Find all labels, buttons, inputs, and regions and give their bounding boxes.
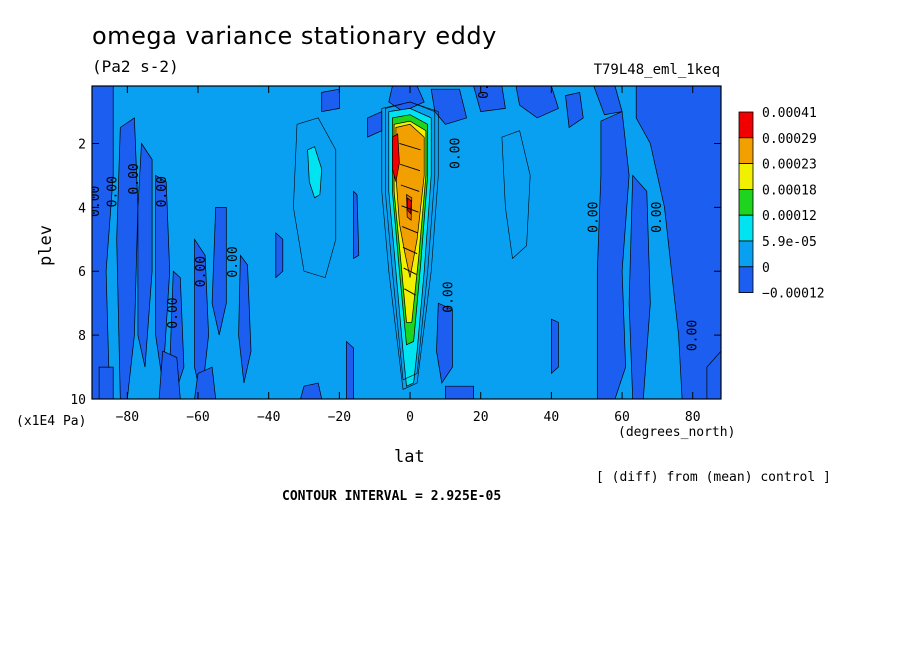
footer-note: [ (diff) from (mean) control ] — [596, 470, 831, 485]
colorbar-label: 5.9e-05 — [762, 235, 817, 250]
plot-frame — [91, 85, 722, 400]
contour-line — [400, 184, 420, 192]
negative-region — [551, 318, 559, 375]
contour-label: 0.00 — [155, 176, 170, 207]
x-axis: −80 −60 −40 −20 0 20 40 60 80 — [116, 86, 701, 425]
contour-label: 0.00 — [441, 281, 456, 312]
chart-units: (Pa2 s-2) — [92, 57, 179, 76]
y-tick-label: 2 — [78, 137, 86, 152]
negative-region — [515, 86, 559, 119]
y-tick-label: 6 — [78, 265, 86, 280]
negative-region — [116, 117, 139, 399]
colorbar-swatch — [738, 240, 754, 268]
negative-region — [346, 340, 354, 399]
contour-label: 0.00 — [477, 68, 492, 99]
negative-region — [445, 385, 474, 399]
contour-label: 0.00 — [106, 176, 121, 207]
x-axis-label: lat — [394, 447, 425, 467]
positive-patch — [307, 146, 323, 199]
x-tick-label: −80 — [116, 410, 139, 425]
y-tick-label: 10 — [70, 393, 86, 408]
x-tick-label: −60 — [186, 410, 209, 425]
x-tick-label: 40 — [544, 410, 560, 425]
contour-line — [400, 163, 421, 172]
contour-label: 0.00 — [166, 297, 181, 328]
contour-line — [404, 288, 416, 296]
contour-line — [403, 267, 417, 275]
colorbar-label: −0.00012 — [762, 287, 825, 302]
negative-region — [706, 350, 721, 399]
y-unit-label: (x1E4 Pa) — [16, 414, 87, 429]
negative-region — [436, 302, 453, 384]
contour-label: 0.00 — [685, 320, 700, 351]
x-tick-label: 20 — [473, 410, 489, 425]
colorbar-label: 0.00012 — [762, 209, 817, 224]
contour-label: 0.00 — [226, 246, 241, 277]
negative-region — [300, 382, 323, 399]
colorbar-label: 0.00023 — [762, 158, 817, 173]
x-tick-label: 0 — [406, 410, 414, 425]
colorbar-swatch — [738, 137, 754, 165]
negative-region — [473, 86, 506, 112]
plume-band — [406, 197, 412, 215]
colorbar-swatch — [738, 188, 754, 216]
negative-region — [155, 174, 171, 384]
contour-line — [399, 143, 421, 151]
negative-region — [194, 366, 217, 399]
negative-region — [430, 88, 468, 125]
negative-region — [158, 350, 181, 399]
contour-line — [401, 205, 419, 213]
colorbar-label: 0 — [762, 261, 770, 276]
negative-region — [92, 86, 114, 399]
colorbar-label: 0.00029 — [762, 132, 817, 147]
contour-label: 0.00 — [449, 138, 464, 169]
negative-region — [137, 142, 153, 368]
contour-line — [293, 117, 337, 278]
negative-region — [596, 111, 630, 399]
plume-band — [392, 133, 400, 182]
contour-label: 0.00 — [127, 163, 142, 194]
negative-region — [321, 88, 340, 113]
colorbar-swatch — [738, 111, 754, 139]
negative-region — [635, 86, 721, 399]
contour-line — [381, 101, 439, 390]
run-label: T79L48_eml_1keq — [593, 62, 720, 78]
negative-region — [275, 232, 284, 279]
colorbar-swatch — [738, 214, 754, 242]
negative-region — [211, 207, 227, 336]
contour-field — [92, 86, 721, 399]
negative-region — [98, 366, 114, 399]
colorbar-label: 0.00018 — [762, 183, 817, 198]
contour-label: 0.00 — [194, 256, 209, 287]
contour-label: 0.00 — [650, 202, 665, 233]
x-unit-label: (degrees_north) — [618, 425, 736, 440]
negative-region — [194, 238, 209, 399]
contour-line — [402, 226, 418, 234]
negative-region — [238, 254, 252, 384]
y-tick-label: 4 — [78, 201, 86, 216]
contour-line — [501, 130, 531, 260]
chart-title: omega variance stationary eddy — [92, 22, 497, 50]
x-tick-label: −20 — [328, 410, 351, 425]
x-tick-label: 60 — [614, 410, 630, 425]
colorbar-swatch — [738, 266, 754, 293]
contour-label: 0.00 — [88, 186, 103, 217]
contour-label: 0.00 — [586, 202, 601, 233]
negative-region — [628, 174, 651, 399]
y-tick-label: 8 — [78, 329, 86, 344]
negative-region — [565, 91, 584, 129]
colorbar: 0.00041 0.00029 0.00023 0.00018 0.00012 5.9e-… — [738, 106, 825, 302]
negative-region — [353, 190, 360, 260]
colorbar-label: 0.00041 — [762, 106, 817, 121]
contour-line — [402, 246, 418, 255]
y-axis: 2 4 6 8 10 — [70, 137, 721, 408]
x-tick-label: −40 — [257, 410, 280, 425]
contour-line — [385, 101, 436, 381]
x-tick-label: 80 — [685, 410, 701, 425]
contour-interval: CONTOUR INTERVAL = 2.925E-05 — [282, 489, 502, 504]
colorbar-swatch — [738, 163, 754, 190]
